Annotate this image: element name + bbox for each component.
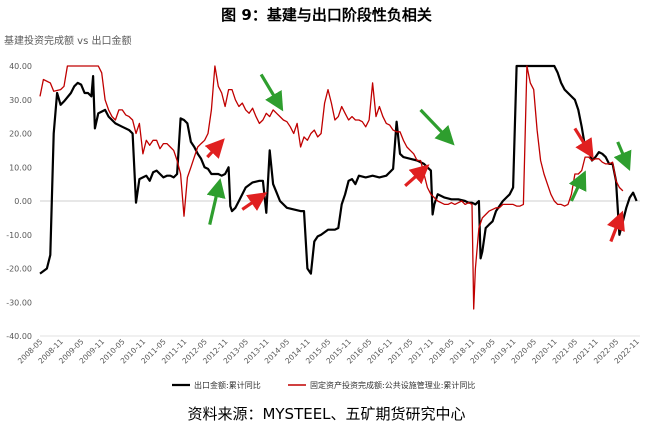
annotation-layer: [204, 73, 632, 243]
green-arrow-annotation: [568, 170, 587, 202]
red-arrow-annotation: [404, 164, 430, 188]
y-tick-label: 20.00: [9, 130, 32, 139]
y-tick-label: 40.00: [9, 62, 32, 71]
green-arrow-annotation: [419, 108, 455, 146]
y-tick-label: -40.00: [6, 332, 32, 341]
figure-title: 图 9：基建与出口阶段性负相关: [221, 6, 432, 24]
y-tick-label: 10.00: [9, 163, 32, 172]
y-tick-label: -10.00: [6, 231, 32, 240]
green-arrow-annotation: [613, 141, 632, 172]
series-line-export: [39, 64, 638, 275]
series-layer: [39, 64, 638, 310]
red-arrow-annotation: [204, 138, 225, 159]
series-line-infrastructure: [39, 65, 624, 310]
green-arrow-annotation: [206, 178, 226, 225]
y-tick-label: 0.00: [14, 197, 32, 206]
chart-title: 基建投资完成额 vs 出口金额: [4, 36, 132, 47]
red-arrow-annotation: [241, 192, 268, 211]
y-tick-label: 30.00: [9, 96, 32, 105]
x-axis: 2008-052008-112009-052009-112010-052010-…: [16, 200, 641, 366]
legend-label: 出口金额:累计同比: [194, 380, 261, 390]
green-arrow-annotation: [259, 73, 284, 112]
legend-label: 固定资产投资完成额:公共设施管理业:累计同比: [310, 380, 475, 390]
y-tick-label: -20.00: [6, 265, 32, 274]
source-note: 资料来源：MYSTEEL、五矿期货研究中心: [187, 405, 466, 423]
y-axis: -40.00 -30.00 -20.00 -10.00 0.00 10.00 20.00 30…: [6, 62, 32, 341]
legend: 出口金额:累计同比 固定资产投资完成额:公共设施管理业:累计同比: [172, 380, 475, 390]
red-arrow-annotation: [606, 210, 625, 243]
y-tick-label: -30.00: [6, 298, 32, 307]
red-arrow-annotation: [573, 127, 594, 159]
